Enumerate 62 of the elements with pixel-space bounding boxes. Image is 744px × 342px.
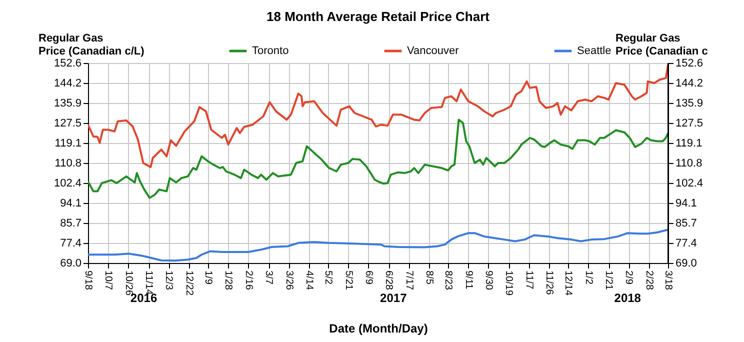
x-tick-label: 10/7 <box>102 270 114 290</box>
y-tick-label: 127.5 <box>54 118 82 130</box>
y-tick-label: 77.4 <box>60 237 82 250</box>
y2-tick-label: 85.7 <box>676 218 697 230</box>
line-series <box>88 118 668 199</box>
y2-tick-label: 144.2 <box>676 78 704 90</box>
x-tick-label: 10/19 <box>503 270 514 296</box>
y-tick-label: 94.1 <box>60 197 82 210</box>
x-tick-label: 3/18 <box>662 270 674 290</box>
y2-tick-label: 110.8 <box>676 158 702 170</box>
y2-tick-label: 94.1 <box>676 197 697 210</box>
y-tick-label: 85.7 <box>60 218 82 230</box>
x-tick-label: 12/22 <box>183 270 194 296</box>
y2-tick-label: 127.5 <box>676 118 704 130</box>
legend-label: Vancouver <box>407 45 460 57</box>
x-tick-label: 5/2 <box>322 270 334 285</box>
x-tick-label: 4/14 <box>303 270 314 290</box>
text: 2017 <box>380 291 408 305</box>
y2-tick-label: 119.1 <box>676 138 702 150</box>
y-tick-label: 110.8 <box>54 158 82 170</box>
legend-label: Seattle <box>577 45 612 57</box>
line-series <box>88 64 668 168</box>
x-tick-label: 9/30 <box>482 270 494 290</box>
x-tick-label: 1/28 <box>222 270 234 290</box>
x-tick-label: 11/7 <box>523 270 534 290</box>
x-tick-label: 10/26 <box>122 270 134 296</box>
y-tick-label: 69.0 <box>60 258 82 270</box>
x-tick-label: 8/5 <box>423 270 434 285</box>
y-tick-label: 119.1 <box>54 138 82 150</box>
x-tick-label: 12/3 <box>163 270 174 290</box>
x-tick-label: 6/28 <box>383 270 394 290</box>
chart-title: 18 Month Average Retail Price Chart <box>266 9 490 24</box>
x-tick-label: 1/2 <box>582 270 594 285</box>
y-tick-label: 102.4 <box>54 178 82 190</box>
y-tick-label: 135.9 <box>54 97 82 110</box>
y-tick-label: 144.2 <box>54 78 82 90</box>
y-axis-title: Regular Gas Price (Canadian c/L) <box>38 32 145 58</box>
y2-axis-title: Regular Gas Price (Canadian c <box>616 32 708 58</box>
x-tick-label: 12/14 <box>562 270 574 296</box>
legend-label: Toronto <box>252 45 289 57</box>
y2-tick-label: 77.4 <box>676 237 697 250</box>
x-tick-label: 3/26 <box>283 270 294 290</box>
x-tick-label: 9/11 <box>462 270 474 290</box>
x-tick-label: 11/26 <box>544 270 555 296</box>
x-tick-label: 7/17 <box>403 270 414 290</box>
x-tick-label: 8/23 <box>442 270 454 290</box>
x-axis-title: Date (Month/Day) <box>329 322 428 336</box>
x-tick-label: 1/9 <box>202 270 214 285</box>
y2-tick-label: 135.9 <box>676 97 704 110</box>
y-tick-label: 152.6 <box>54 58 82 70</box>
text: 2018 <box>614 291 642 305</box>
x-tick-label: 2/9 <box>623 270 634 285</box>
x-tick-label: 6/9 <box>362 270 374 285</box>
y2-tick-label: 102.4 <box>676 178 704 190</box>
y2-tick-label: 69.0 <box>676 258 697 270</box>
x-tick-label: 1/21 <box>603 270 614 290</box>
x-tick-label: 5/21 <box>342 270 354 290</box>
x-tick-label: 3/7 <box>263 270 274 285</box>
x-tick-label: 2/16 <box>242 270 254 290</box>
y2-tick-label: 152.6 <box>676 58 704 70</box>
x-tick-label: 9/18 <box>82 270 94 290</box>
x-tick-label: 2/28 <box>643 270 654 290</box>
